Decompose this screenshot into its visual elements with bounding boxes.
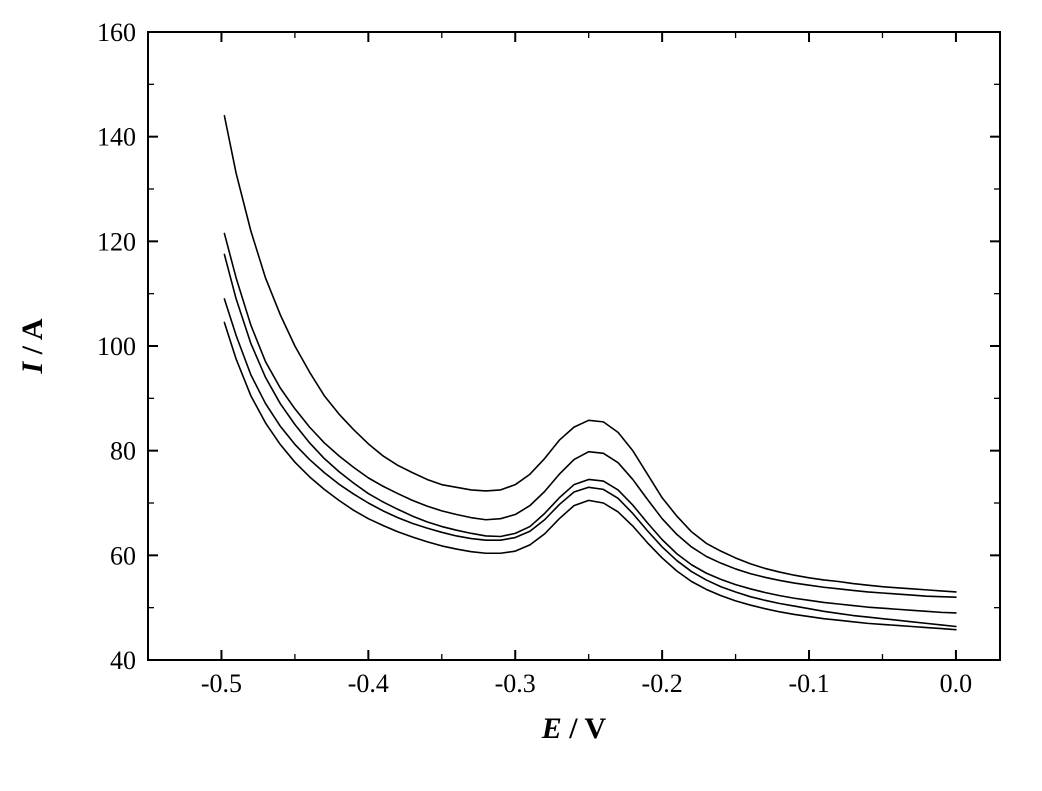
y-tick-label: 140 [97,123,136,152]
svg-text:I / A: I / A [16,318,49,374]
x-tick-label: 0.0 [940,669,973,698]
chart-svg: -0.5 -0.4 -0.3 -0.2 -0.1 0.0 40 60 80 100 120 140 16… [0,0,1042,791]
x-tick-label: -0.3 [495,669,536,698]
x-tick-label: -0.2 [642,669,683,698]
x-axis-label: E / V [541,712,607,745]
y-tick-label: 160 [97,18,136,47]
y-axis-label: I / A [16,318,49,374]
x-tick-label: -0.5 [201,669,242,698]
y-tick-label: 120 [97,227,136,256]
y-tick-label: 80 [110,437,136,466]
x-tick-label: -0.4 [348,669,389,698]
y-tick-label: 40 [110,646,136,675]
chart-container: -0.5 -0.4 -0.3 -0.2 -0.1 0.0 40 60 80 100 120 140 16… [0,0,1042,791]
y-tick-label: 60 [110,541,136,570]
x-tick-label: -0.1 [788,669,829,698]
y-tick-label: 100 [97,332,136,361]
